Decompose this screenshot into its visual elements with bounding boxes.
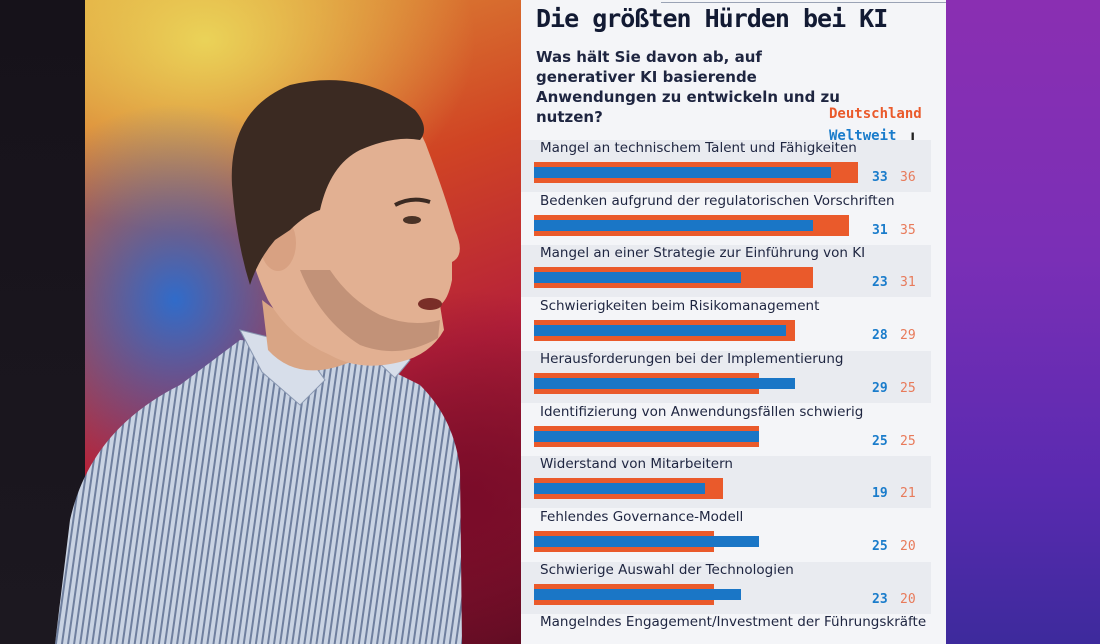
chart-row: Mangel an technischem Talent und Fähigke… [521, 140, 946, 192]
chart-row: Mangelndes Engagement/Investment der Füh… [521, 614, 946, 644]
value-worldwide: 25 [872, 538, 888, 554]
value-germany: 21 [900, 486, 916, 502]
value-germany: 35 [900, 222, 916, 238]
value-worldwide: 31 [872, 222, 888, 238]
chart-row: Mangel an einer Strategie zur Einführung… [521, 245, 946, 298]
category-label: Fehlendes Governance-Modell [540, 508, 744, 525]
chart-slide-panel: Die größten Hürden bei KI Was hält Sie d… [521, 0, 946, 644]
bar-worldwide [534, 272, 741, 284]
value-germany: 31 [900, 275, 916, 291]
category-label: Identifizierung von Anwendungsfällen sch… [540, 403, 864, 420]
value-germany: 25 [900, 433, 916, 449]
slide-title: Die größten Hürden bei KI [536, 4, 888, 33]
value-germany: 20 [900, 538, 916, 554]
presenter-person [55, 80, 462, 644]
purple-backdrop-right [946, 0, 1100, 644]
value-worldwide: 23 [872, 275, 888, 291]
bar-worldwide [534, 430, 759, 442]
value-germany: 25 [900, 380, 916, 396]
value-germany: 29 [900, 328, 916, 344]
value-worldwide: 29 [872, 380, 888, 396]
category-label: Herausforderungen bei der Implementierun… [540, 350, 844, 367]
chart-row: Identifizierung von Anwendungsfällen sch… [521, 404, 946, 456]
category-label: Widerstand von Mitarbeitern [540, 456, 733, 473]
bar-worldwide [534, 325, 786, 337]
category-label: Schwierigkeiten beim Risikomanagement [540, 298, 820, 315]
chart-row: Bedenken aufgrund der regulatorischen Vo… [521, 193, 946, 245]
value-worldwide: 33 [872, 170, 888, 185]
bar-worldwide [534, 219, 813, 231]
chart-row: Schwierige Auswahl der Technologien 23 20 [521, 561, 946, 614]
chart-row: Widerstand von Mitarbeitern 19 21 [521, 456, 946, 509]
bar-worldwide [534, 167, 831, 178]
slide-question: Was hält Sie davon ab, auf generativer K… [536, 48, 840, 126]
category-label: Mangel an technischem Talent und Fähigke… [540, 140, 857, 156]
bar-worldwide [534, 588, 741, 600]
category-label: Mangel an einer Strategie zur Einführung… [540, 245, 866, 262]
value-worldwide: 23 [872, 591, 888, 607]
bar-worldwide [534, 535, 759, 547]
bar-worldwide [534, 377, 795, 389]
category-label: Mangelndes Engagement/Investment der Füh… [540, 614, 927, 631]
value-worldwide: 28 [872, 328, 888, 344]
chart-row: Fehlendes Governance-Modell 25 20 [521, 509, 946, 561]
chart-row: Schwierigkeiten beim Risikomanagement 28 2… [521, 298, 946, 350]
category-label: Bedenken aufgrund der regulatorischen Vo… [540, 192, 895, 209]
chart-row: Herausforderungen bei der Implementierun… [521, 350, 946, 403]
value-germany: 36 [900, 170, 916, 185]
bar-worldwide [534, 483, 705, 495]
category-label: Schwierige Auswahl der Technologien [540, 561, 794, 578]
value-worldwide: 19 [872, 486, 888, 502]
value-worldwide: 25 [872, 433, 888, 449]
legend-germany: Deutschland [829, 106, 922, 122]
top-rule [661, 2, 946, 3]
value-germany: 20 [900, 591, 916, 607]
